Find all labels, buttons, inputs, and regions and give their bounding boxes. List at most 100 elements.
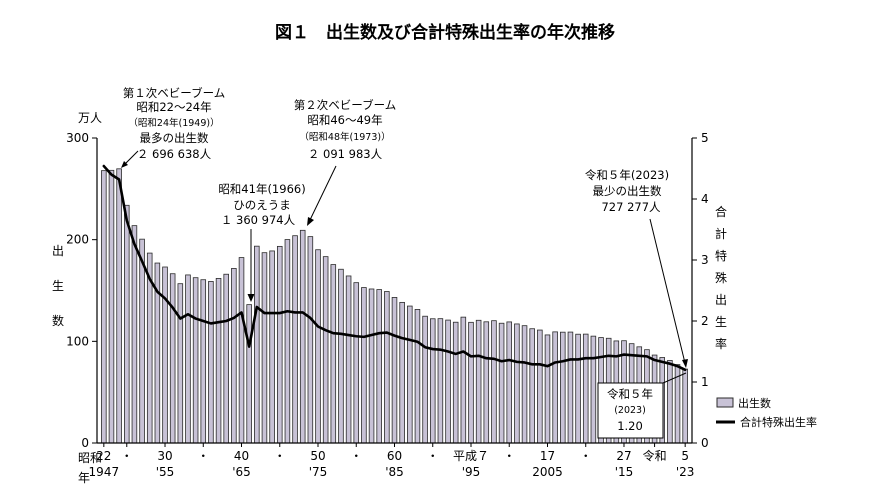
birth-bar-1960 [200,279,207,444]
y-left-tick-label: 100 [66,334,89,348]
birth-bar-1959 [192,277,199,444]
x-tick-year-label: 1947 [89,465,120,479]
annotation-line: ひのえうま [233,198,291,212]
x-tick-label: ・ [121,449,133,463]
birth-bar-1980 [353,282,360,444]
x-tick-label: 27 [616,449,631,463]
annotation-line: 1.20 [617,419,643,433]
annotation-arrow-head [307,217,314,226]
x-tick-label: 5 [681,449,689,463]
y-right-title-char: 合 [715,204,727,219]
x-tick-label: 平成７ [453,449,489,463]
annotation-line: 最少の出生数 [593,184,662,198]
x-tick-year-label: '85 [385,465,404,479]
birth-bar-1985 [391,297,398,444]
annotation-arrow [662,372,687,384]
x-tick-label: 40 [234,449,249,463]
y-left-tick-label: 300 [66,131,89,145]
annotation-arrow-head [247,294,255,302]
birth-count-bars [101,168,688,444]
y-left-unit-label: 万人 [78,111,102,125]
birth-bar-1999 [498,322,505,444]
axes: 0 100 200 300 0 1 2 3 4 5 [66,131,709,450]
birth-bar-1971 [284,239,291,444]
birth-bar-1976 [322,256,329,444]
birth-bar-2021 [667,360,673,444]
birth-bar-1967 [254,245,260,444]
x-tick-label: 60 [387,449,402,463]
x-tick-year-label: '23 [676,465,695,479]
birth-bar-1949 [116,168,122,444]
y-right-title-char: 生 [715,315,727,329]
y-right-title-char: 殊 [715,270,727,285]
birth-bar-1988 [414,309,421,444]
annotation-line: 令和５年(2023) [585,168,669,182]
y-right-tick-label: 3 [701,253,709,267]
fertility-rate-line [102,164,687,372]
birth-bar-1970 [276,245,283,444]
birth-bar-2023 [682,368,688,444]
birth-bar-1996 [475,319,482,444]
birth-bar-1962 [215,277,222,444]
y-right-title-char: 特 [715,248,727,263]
y-left-tick-label: 0 [81,436,89,450]
annotation-first-baby-boom: 第１次ベビーブーム 昭和22～24年 （昭和24年(1949)） 最多の出生数 … [121,86,225,168]
birth-bar-1983 [376,289,382,444]
legend-bar-swatch [716,397,734,408]
y-right-title-char: 計 [715,226,727,241]
x-tick-label: ・ [274,449,286,463]
birth-bar-1957 [177,283,184,444]
birth-bar-1968 [261,252,268,444]
birth-bar-1955 [162,266,168,444]
legend-bar-label: 出生数 [738,396,771,410]
birth-bar-1963 [223,273,229,444]
annotation-line: （昭和48年(1973)） [299,131,390,143]
birth-bar-1972 [292,235,298,444]
birth-bar-1961 [208,281,214,444]
annotation-line: 第２次ベビーブーム [294,98,396,112]
annotation-latest-births: 令和５年(2023) 最少の出生数 727 277人 [585,168,688,368]
birth-bar-2000 [506,321,513,444]
birth-bar-1973 [299,229,306,444]
annotation-line: ２ 091 983人 [308,147,383,161]
legend: 出生数 合計特殊出生率 [716,396,817,429]
birth-bar-2010 [582,333,589,444]
y-right-tick-label: 2 [701,314,709,328]
annotation-arrow-head [682,359,688,368]
birth-bar-1986 [399,301,405,444]
fertility-rate-polyline [102,164,687,372]
annotation-rate-box: 令和５年 (2023) 1.20 [597,372,687,439]
birth-bar-1992 [445,319,451,444]
x-tick-year-label: '95 [462,465,481,479]
birth-bar-1995 [468,321,474,444]
x-tick-year-label: '55 [156,465,175,479]
birth-bar-1998 [491,320,497,444]
x-tick-label: 30 [157,449,172,463]
birth-bar-2001 [514,323,520,444]
chart-title: 図１ 出生数及び合計特殊出生率の年次推移 [275,22,615,43]
birth-bar-1989 [422,315,428,444]
birth-bar-1952 [139,238,145,444]
birth-bar-1993 [452,321,459,444]
birth-bar-1956 [169,273,176,444]
birth-bar-2007 [560,331,566,444]
annotation-line: 昭和22～24年 [136,100,211,114]
annotation-line: 第１次ベビーブーム [123,86,225,100]
x-tick-year-label: 2005 [532,465,563,479]
birth-bar-1966 [246,304,252,444]
birth-bar-2008 [567,331,574,444]
rate-box-frame [597,382,664,439]
birth-bar-2011 [590,335,597,444]
x-era-year-label: 年 [78,471,90,485]
y-left-tick-label: 200 [66,233,89,247]
x-tick-year-label: '75 [309,465,328,479]
x-tick-label: 17 [540,449,555,463]
annotation-arrow-head [121,161,128,168]
x-tick-label: ・ [427,449,439,463]
annotation-line: １ 360 974人 [221,213,296,227]
y-right-tick-label: 5 [701,131,709,145]
annotation-line: 昭和41年(1966) [218,182,305,196]
y-left-title-char: 数 [52,313,64,328]
y-left-title-char: 出 [52,244,64,258]
